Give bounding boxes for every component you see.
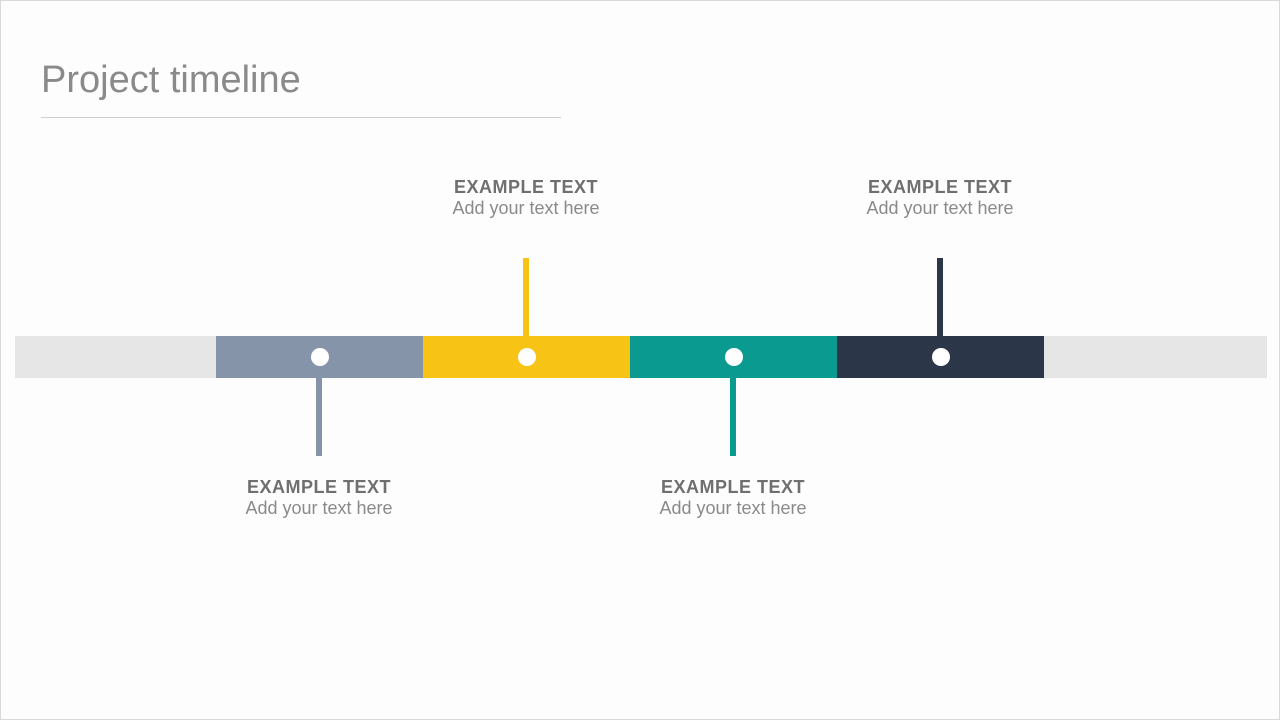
slide-frame: Project timeline EXAMPLE TEXT Add your t… xyxy=(0,0,1280,720)
timeline-label-1-heading: EXAMPLE TEXT xyxy=(189,477,449,498)
timeline-label-4-sub: Add your text here xyxy=(810,198,1070,219)
timeline-label-2: EXAMPLE TEXT Add your text here xyxy=(396,177,656,219)
timeline-label-3-sub: Add your text here xyxy=(603,498,863,519)
timeline-label-1-sub: Add your text here xyxy=(189,498,449,519)
timeline-label-1: EXAMPLE TEXT Add your text here xyxy=(189,477,449,519)
page-title: Project timeline xyxy=(41,59,301,102)
timeline-label-4-heading: EXAMPLE TEXT xyxy=(810,177,1070,198)
title-underline xyxy=(41,117,561,118)
timeline-dot-4 xyxy=(932,348,950,366)
timeline-connector-2 xyxy=(523,258,529,336)
timeline-connector-3 xyxy=(730,378,736,456)
timeline-label-2-sub: Add your text here xyxy=(396,198,656,219)
timeline-dot-2 xyxy=(518,348,536,366)
timeline-connector-1 xyxy=(316,378,322,456)
timeline-label-4: EXAMPLE TEXT Add your text here xyxy=(810,177,1070,219)
timeline-label-2-heading: EXAMPLE TEXT xyxy=(396,177,656,198)
timeline-connector-4 xyxy=(937,258,943,336)
timeline-label-3: EXAMPLE TEXT Add your text here xyxy=(603,477,863,519)
timeline-dot-1 xyxy=(311,348,329,366)
timeline-label-3-heading: EXAMPLE TEXT xyxy=(603,477,863,498)
timeline-dot-3 xyxy=(725,348,743,366)
